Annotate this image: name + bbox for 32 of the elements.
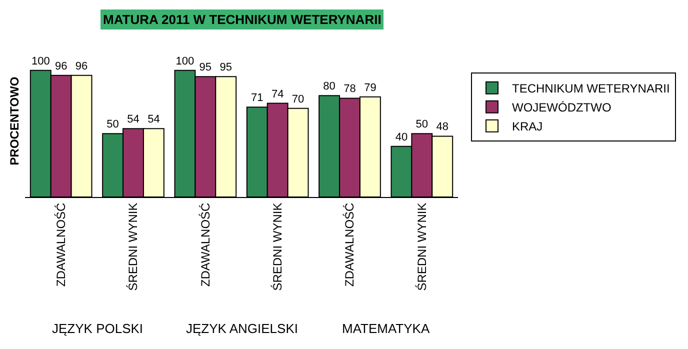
data-label: 95 [199,62,212,74]
data-label: 50 [416,118,428,131]
data-label: 40 [395,131,408,144]
text: JĘZYK ANGIELSKI [186,321,298,336]
data-label: 54 [127,114,140,126]
legend-label: WOJEWÓDZTWO [512,100,612,115]
y-axis-title: PROCENTOWO [7,76,22,166]
data-label: 74 [271,88,284,100]
data-label: 71 [251,92,264,104]
x-tick-label: ZDAWALNOŚĆ [198,202,212,287]
data-label: 95 [220,62,232,74]
x-tick-label: ŚREDNI WYNIK [126,202,140,291]
data-label: 70 [292,93,304,106]
x-tick-label: ZDAWALNOŚĆ [54,202,68,287]
text: JĘZYK POLSKI [52,321,144,336]
chart-title: MATURA 2011 W TECHNIKUM WETERYNARII [103,12,382,27]
data-label: 48 [436,121,448,134]
data-label: 80 [323,80,336,93]
legend-label: TECHNIKUM WETERYNARII [512,82,670,96]
data-label: 100 [31,55,50,68]
data-label: 96 [54,60,68,72]
data-label: 50 [106,118,119,131]
legend-label: KRAJ [512,120,543,134]
data-label: 54 [148,114,160,126]
data-label: 100 [176,55,194,68]
text: MATEMATYKA [342,321,430,336]
x-tick-label: ŚREDNI WYNIK [270,202,284,291]
data-label: 79 [364,82,376,94]
data-label: 78 [344,83,356,96]
x-tick-label: ZDAWALNOŚĆ [342,202,357,287]
x-tick-label: ŚREDNI WYNIK [414,202,429,291]
data-label: 96 [75,60,88,72]
